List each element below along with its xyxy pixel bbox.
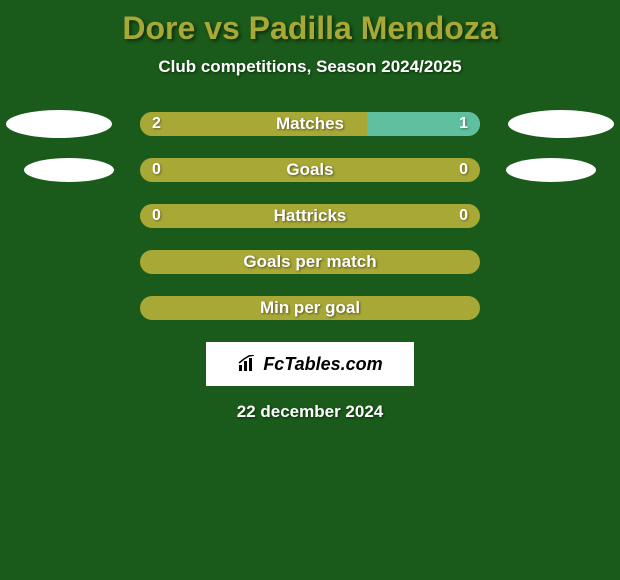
player-oval-right xyxy=(508,110,614,138)
stat-label: Min per goal xyxy=(140,296,480,320)
date-text: 22 december 2024 xyxy=(0,402,620,422)
player-oval-left xyxy=(6,110,112,138)
stat-row: 00Goals xyxy=(0,158,620,182)
stat-label: Hattricks xyxy=(140,204,480,228)
page-subtitle: Club competitions, Season 2024/2025 xyxy=(0,57,620,77)
stat-row: Min per goal xyxy=(0,296,620,320)
stat-bar: Goals per match xyxy=(140,250,480,274)
stat-row: 00Hattricks xyxy=(0,204,620,228)
logo-box: FcTables.com xyxy=(206,342,414,386)
stat-bar: 21Matches xyxy=(140,112,480,136)
logo: FcTables.com xyxy=(237,354,382,375)
page-title: Dore vs Padilla Mendoza xyxy=(0,10,620,47)
player-oval-left xyxy=(24,158,114,182)
stat-bar: Min per goal xyxy=(140,296,480,320)
stat-bar: 00Goals xyxy=(140,158,480,182)
stat-label: Goals per match xyxy=(140,250,480,274)
stats-holder: 21Matches 00Goals 00Hattricks Goals per mat… xyxy=(0,112,620,320)
stat-label: Goals xyxy=(140,158,480,182)
player-oval-right xyxy=(506,158,596,182)
stat-row: Goals per match xyxy=(0,250,620,274)
logo-text: FcTables.com xyxy=(263,354,382,375)
chart-icon xyxy=(237,355,259,373)
stat-row: 21Matches xyxy=(0,112,620,136)
stat-bar: 00Hattricks xyxy=(140,204,480,228)
comparison-container: Dore vs Padilla Mendoza Club competition… xyxy=(0,0,620,422)
stat-label: Matches xyxy=(140,112,480,136)
